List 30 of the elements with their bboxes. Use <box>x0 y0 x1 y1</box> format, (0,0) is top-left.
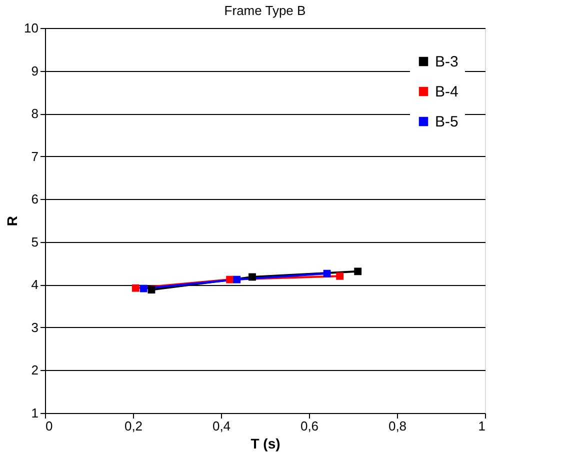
x-tick-label: 1 <box>478 418 486 434</box>
legend-label: B-3 <box>435 54 458 70</box>
point <box>336 272 344 280</box>
y-tick-label: 3 <box>31 320 38 335</box>
point <box>148 286 156 294</box>
legend-label: B-4 <box>435 84 458 100</box>
y-tick-label: 6 <box>31 192 38 207</box>
legend-label: B-5 <box>435 114 458 130</box>
y-tick-label: 7 <box>31 148 38 164</box>
y-tick-label: 2 <box>31 362 38 378</box>
y-tick-label: 5 <box>31 234 38 250</box>
point <box>248 273 256 281</box>
point <box>323 270 331 278</box>
point <box>132 284 140 292</box>
chart-title: Frame Type B <box>224 3 306 18</box>
x-tick-label: 0,4 <box>212 418 231 434</box>
point <box>140 284 148 292</box>
point <box>354 268 362 276</box>
x-tick-label: 0,8 <box>388 418 407 434</box>
x-tick-label: 0 <box>46 418 53 434</box>
x-axis-title: T (s) <box>250 436 280 452</box>
point <box>233 276 241 284</box>
x-tick-label: 0,2 <box>124 418 143 434</box>
y-axis-title: R <box>4 216 20 226</box>
y-tick-label: 1 <box>31 406 38 420</box>
y-tick-label: 4 <box>31 277 38 292</box>
x-tick-label: 0,6 <box>300 418 319 434</box>
y-tick-label: 8 <box>31 106 38 122</box>
y-tick-label: 10 <box>24 20 38 36</box>
y-tick-label: 9 <box>31 63 38 78</box>
